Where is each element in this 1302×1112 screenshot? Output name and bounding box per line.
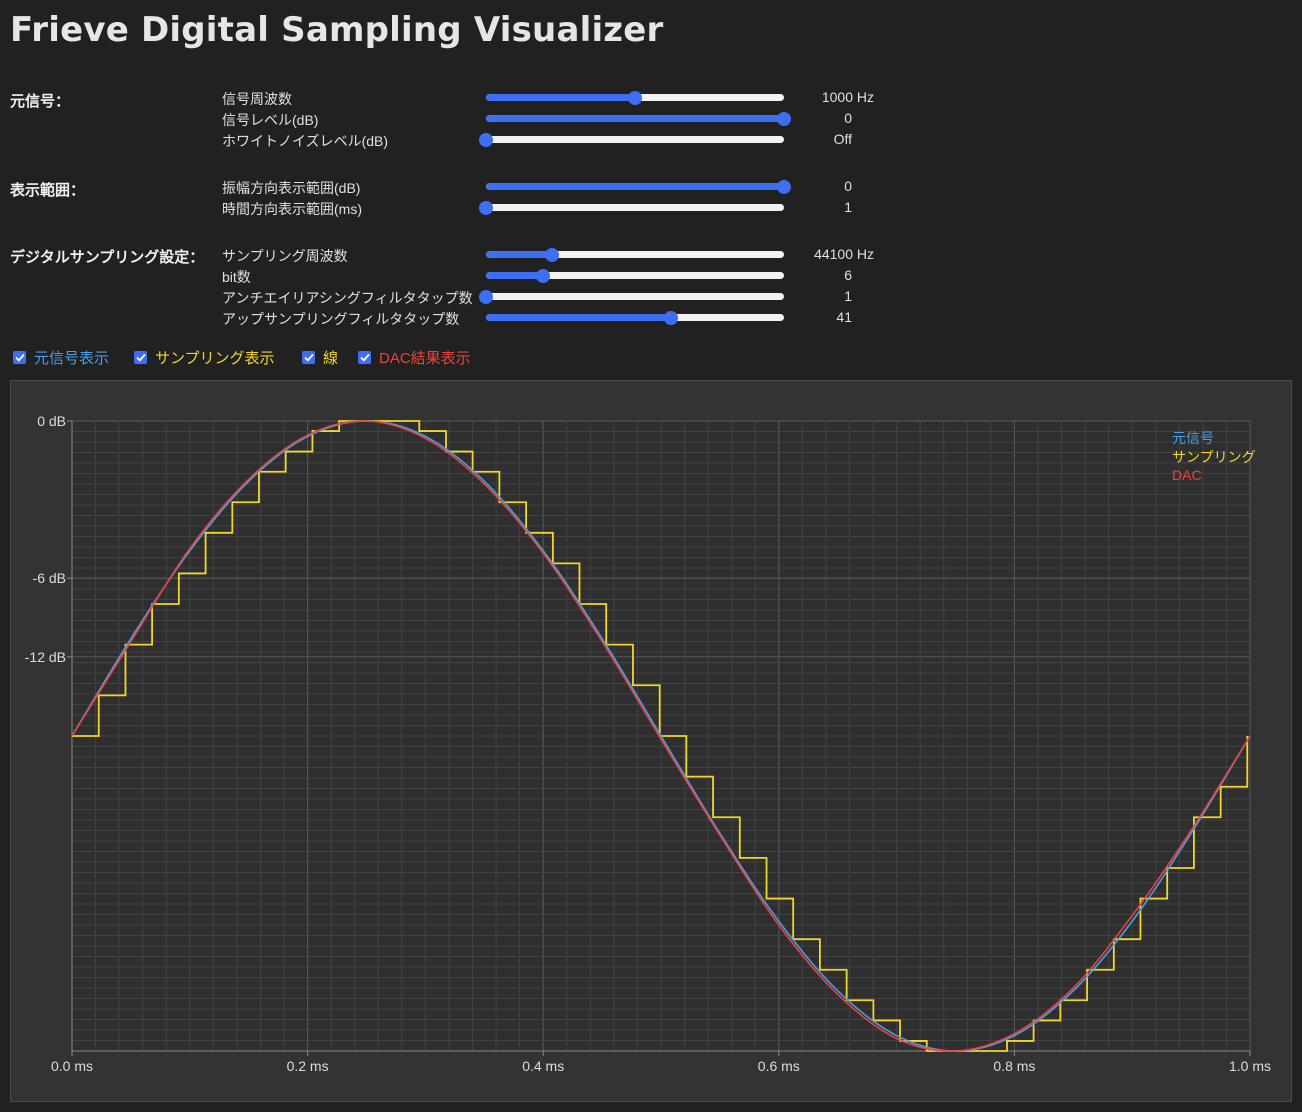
slider-thumb[interactable] [479,200,493,215]
antialias-taps-value: 1 [844,288,852,304]
toggle-line[interactable]: 線 [302,347,338,368]
axis-layer: 0.0 ms 0.2 ms 0.4 ms 0.6 ms 0.8 ms 1.0 ms 0 dB… [25,413,1271,1074]
x-tick-label: 0.2 ms [287,1058,329,1074]
checkbox-dac-result[interactable] [358,351,371,364]
legend-entry-dac: DAC [1172,467,1202,483]
page-title: Frieve Digital Sampling Visualizer [10,10,664,50]
display-range-section-label: 表示範囲： [10,182,86,199]
bit-depth-slider[interactable] [486,268,784,283]
upsampling-taps-slider[interactable] [486,310,784,325]
signal-level-slider[interactable] [486,111,791,126]
slider-thumb[interactable] [479,132,493,147]
amplitude-range-label: 振幅方向表示範囲(dB) [222,180,361,196]
slider-thumb[interactable] [535,268,550,283]
sampling-frequency-slider[interactable] [486,247,784,262]
slider-thumb[interactable] [777,111,791,126]
slider-thumb[interactable] [544,247,559,262]
x-tick-label: 0.0 ms [51,1058,93,1074]
signal-frequency-slider[interactable] [486,90,784,105]
x-tick-label: 1.0 ms [1229,1058,1271,1074]
x-tick-label: 0.8 ms [993,1058,1035,1074]
signal-frequency-label: 信号周波数 [222,91,292,107]
antialias-taps-slider[interactable] [479,289,784,304]
slider-fill [486,115,784,122]
amplitude-range-slider[interactable] [486,179,791,194]
upsampling-taps-label: アップサンプリングフィルタタップ数 [222,311,460,327]
upsampling-taps-value: 41 [836,309,852,325]
slider-thumb[interactable] [777,179,791,194]
waveform-chart-svg: 0.0 ms 0.2 ms 0.4 ms 0.6 ms 0.8 ms 1.0 ms 0 dB… [25,413,1271,1074]
time-range-label: 時間方向表示範囲(ms) [222,201,362,217]
checkmark-icon [135,353,146,362]
series-dac [71,420,1251,1052]
y-tick-label: 0 dB [37,413,66,429]
white-noise-level-slider[interactable] [479,132,784,147]
waveform-chart: 0.0 ms 0.2 ms 0.4 ms 0.6 ms 0.8 ms 1.0 ms 0 dB… [10,380,1292,1102]
x-tick-label: 0.4 ms [522,1058,564,1074]
checkmark-icon [359,353,370,362]
checkbox-original-signal[interactable] [13,351,26,364]
slider-thumb[interactable] [479,289,493,304]
toggle-dac-result-label: DAC結果表示 [379,350,471,367]
checkmark-icon [14,353,25,362]
legend-entry-sampling: サンプリング [1172,448,1256,465]
signal-section-label: 元信号： [10,93,71,110]
slider-thumb[interactable] [663,310,678,325]
checkbox-sampling[interactable] [134,351,147,364]
white-noise-level-label: ホワイトノイズレベル(dB) [222,133,389,149]
toggle-sampling[interactable]: サンプリング表示 [134,347,275,368]
slider-fill [486,183,784,190]
signal-level-value: 0 [844,110,852,126]
y-tick-label: -6 dB [33,570,66,586]
legend-entry-original: 元信号 [1172,430,1214,446]
series-layer [71,420,1251,1052]
sampling-frequency-label: サンプリング周波数 [222,248,348,264]
white-noise-level-value: Off [833,131,852,147]
time-range-value: 1 [844,199,852,215]
bit-depth-value: 6 [844,267,852,283]
time-range-slider[interactable] [479,200,784,215]
slider-fill [486,251,552,258]
sampling-frequency-value: 44100 Hz [814,246,874,262]
series-original-signal [71,420,1251,1052]
chart-legend: 元信号 サンプリング DAC [1172,429,1256,485]
signal-frequency-value: 1000 Hz [821,89,874,105]
amplitude-range-value: 0 [844,178,852,194]
x-tick-label: 0.6 ms [758,1058,800,1074]
slider-fill [486,94,635,101]
y-tick-label: -12 dB [25,649,66,665]
signal-level-label: 信号レベル(dB) [222,112,319,128]
slider-thumb[interactable] [628,90,642,105]
sampling-settings-section-label: デジタルサンプリング設定： [10,249,205,266]
toggle-sampling-label: サンプリング表示 [155,350,275,367]
checkmark-icon [303,353,314,362]
antialias-taps-label: アンチエイリアシングフィルタタップ数 [222,290,473,306]
toggle-original-signal[interactable]: 元信号表示 [13,347,109,368]
slider-fill [486,272,543,279]
toggle-line-label: 線 [323,350,339,367]
toggle-dac-result[interactable]: DAC結果表示 [358,347,471,368]
toggle-original-signal-label: 元信号表示 [34,350,110,367]
slider-fill [486,314,671,321]
checkbox-line[interactable] [302,351,315,364]
bit-depth-label: bit数 [222,269,251,285]
